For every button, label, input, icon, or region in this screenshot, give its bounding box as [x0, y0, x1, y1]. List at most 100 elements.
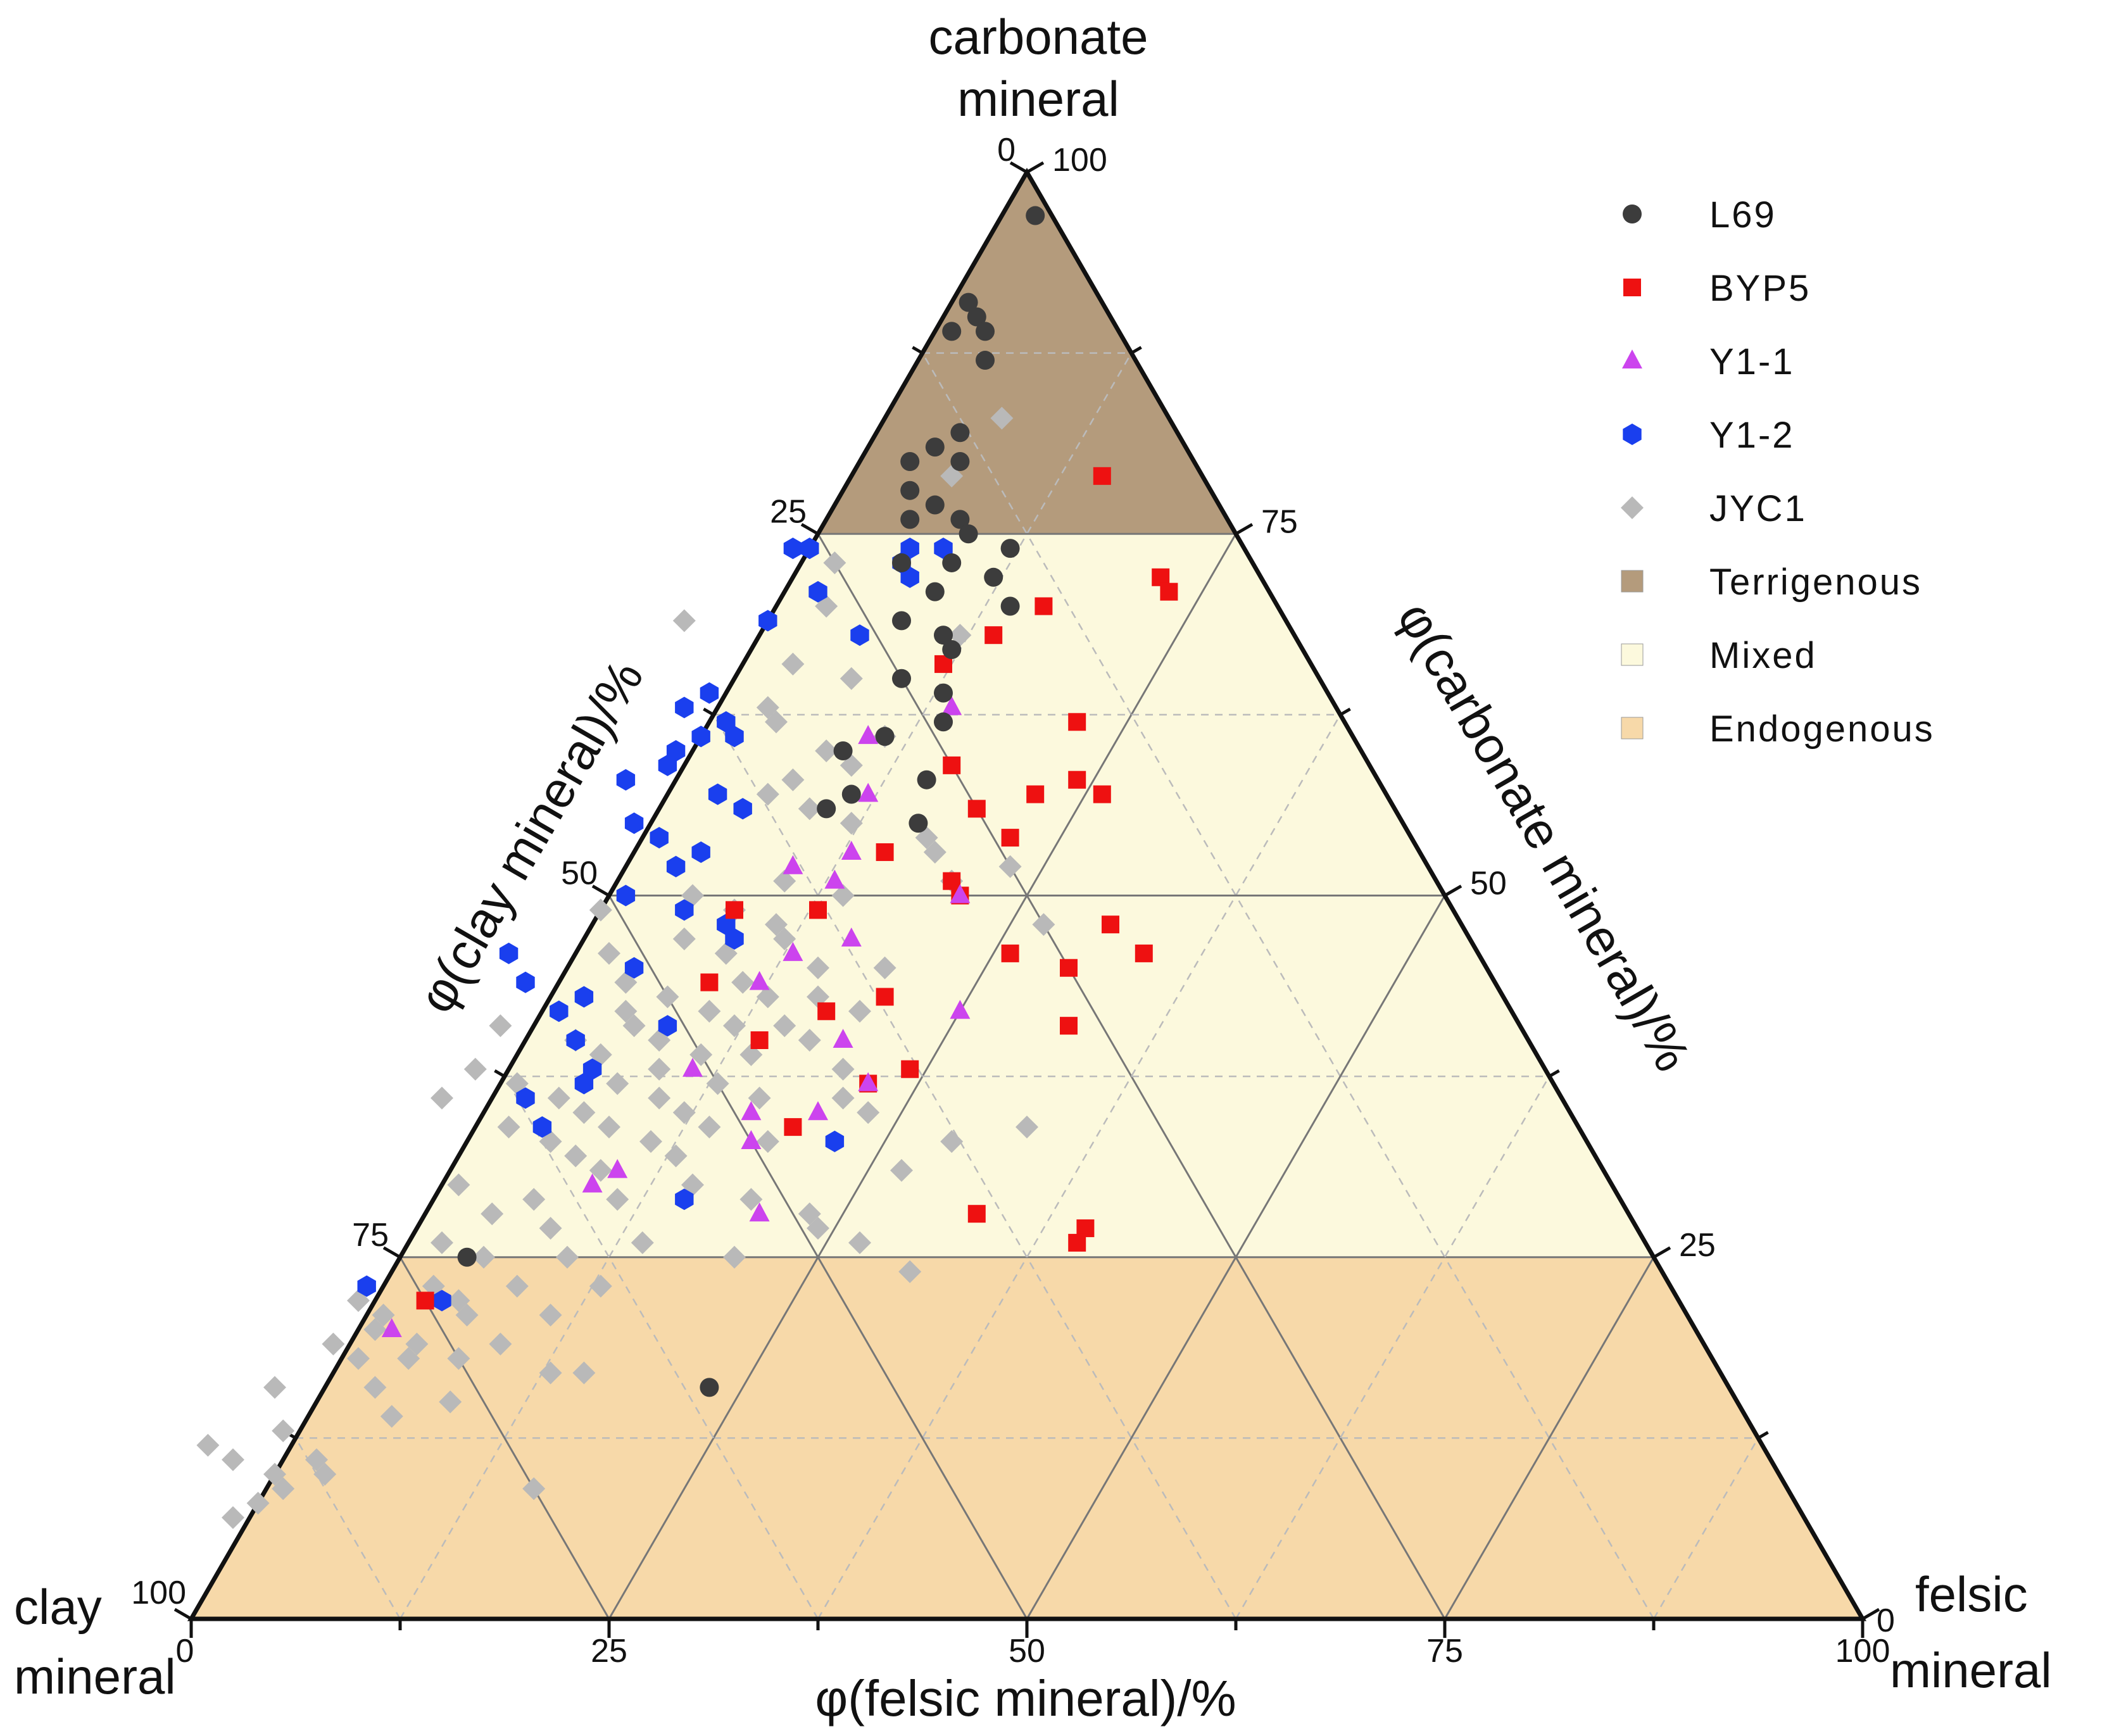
point-y1-2	[934, 538, 953, 560]
point-y1-1	[749, 1202, 770, 1222]
point-l69	[984, 567, 1003, 587]
legend-marker-mixed	[1621, 643, 1644, 666]
point-y1-1	[841, 928, 862, 947]
point-l69	[1000, 539, 1020, 558]
point-byp5	[1102, 915, 1119, 934]
point-l69	[892, 553, 911, 572]
point-jyc1	[940, 1129, 964, 1153]
point-jyc1	[598, 1116, 620, 1139]
point-y1-2	[675, 1188, 694, 1211]
point-y1-1	[950, 1000, 971, 1019]
point-l69	[1000, 596, 1020, 616]
point-byp5	[984, 626, 1003, 645]
grid-felsic	[817, 714, 1342, 1620]
point-y1-1	[783, 855, 803, 874]
point-jyc1	[781, 768, 805, 791]
point-l69	[900, 452, 920, 471]
point-l69	[892, 669, 911, 688]
point-jyc1	[807, 1217, 829, 1240]
point-y1-2	[850, 624, 869, 646]
grid-felsic	[1026, 895, 1446, 1620]
legend-label-y1-2: Y1-2	[1709, 415, 1795, 456]
legend-marker-y1-2	[1623, 424, 1642, 445]
point-y1-2	[825, 1130, 845, 1152]
point-jyc1	[556, 1245, 579, 1269]
point-l69	[942, 640, 962, 660]
tick-label-clay: 25	[770, 493, 807, 530]
grid-felsic	[1652, 1437, 1759, 1620]
point-l69	[900, 510, 920, 529]
point-jyc1	[572, 1361, 596, 1385]
point-y1-2	[616, 769, 636, 791]
point-jyc1	[756, 985, 779, 1009]
point-y1-1	[833, 1029, 853, 1048]
point-jyc1	[539, 1217, 562, 1240]
tick-right	[1548, 1069, 1560, 1078]
point-jyc1	[222, 1448, 244, 1471]
tick-marks	[173, 161, 1880, 1638]
point-y1-2	[717, 711, 736, 733]
grid-clay	[712, 714, 1237, 1620]
point-jyc1	[598, 941, 620, 965]
point-l69	[925, 437, 945, 457]
point-byp5	[1093, 785, 1111, 803]
point-jyc1	[463, 1057, 487, 1081]
point-byp5	[726, 901, 743, 919]
tick-label-carbonate: 50	[1470, 865, 1507, 902]
legend-label-endogenous: Endogenous	[1709, 708, 1935, 750]
point-l69	[841, 784, 861, 804]
point-jyc1	[798, 1029, 821, 1052]
point-byp5	[1135, 944, 1153, 962]
point-jyc1	[898, 1260, 922, 1283]
point-y1-2	[708, 783, 727, 805]
point-l69	[700, 1378, 719, 1397]
point-y1-1	[858, 725, 879, 745]
point-y1-2	[900, 538, 919, 560]
point-byp5	[700, 973, 719, 991]
grid-lines	[294, 352, 1759, 1620]
point-jyc1	[547, 1086, 570, 1110]
point-jyc1	[689, 1043, 713, 1066]
point-jyc1	[455, 1304, 479, 1327]
point-jyc1	[923, 840, 947, 864]
point-l69	[917, 770, 936, 789]
point-jyc1	[672, 1101, 696, 1124]
point-jyc1	[539, 1361, 562, 1385]
point-jyc1	[222, 1506, 244, 1530]
tick-labels: 0 25 50 75 100 100 75 50 25 0 0 25 50 75 100	[131, 132, 1895, 1670]
tick-left	[591, 884, 610, 897]
point-jyc1	[815, 739, 838, 762]
point-y1-2	[808, 581, 827, 603]
point-jyc1	[505, 1274, 529, 1298]
legend-label-l69: L69	[1709, 194, 1777, 236]
point-byp5	[1093, 467, 1111, 485]
corner-label-top-line1: carbonate	[929, 9, 1148, 65]
point-byp5	[1160, 582, 1178, 601]
point-l69	[934, 683, 953, 703]
point-byp5	[809, 901, 827, 919]
point-y1-2	[574, 1072, 594, 1095]
point-l69	[909, 814, 928, 833]
point-jyc1	[890, 1159, 913, 1182]
grid-felsic	[1443, 1256, 1655, 1620]
point-jyc1	[748, 1086, 771, 1110]
point-jyc1	[781, 652, 805, 676]
point-jyc1	[447, 1347, 470, 1370]
point-jyc1	[631, 1231, 654, 1254]
point-y1-1	[783, 941, 803, 961]
point-jyc1	[431, 1231, 453, 1254]
point-jyc1	[723, 1014, 746, 1038]
point-y1-1	[607, 1159, 628, 1178]
legend-marker-terrigenous	[1621, 570, 1644, 593]
point-byp5	[1068, 1233, 1086, 1252]
point-jyc1	[472, 1245, 495, 1269]
tick-label-clay: 100	[131, 1575, 186, 1611]
tick-left	[382, 1246, 401, 1259]
point-y1-2	[574, 986, 594, 1008]
point-y1-2	[432, 1290, 451, 1312]
point-byp5	[1035, 597, 1053, 615]
point-jyc1	[857, 1101, 880, 1124]
point-y1-2	[499, 942, 519, 964]
tick-label-felsic: 75	[1426, 1633, 1463, 1670]
point-l69	[925, 582, 945, 601]
